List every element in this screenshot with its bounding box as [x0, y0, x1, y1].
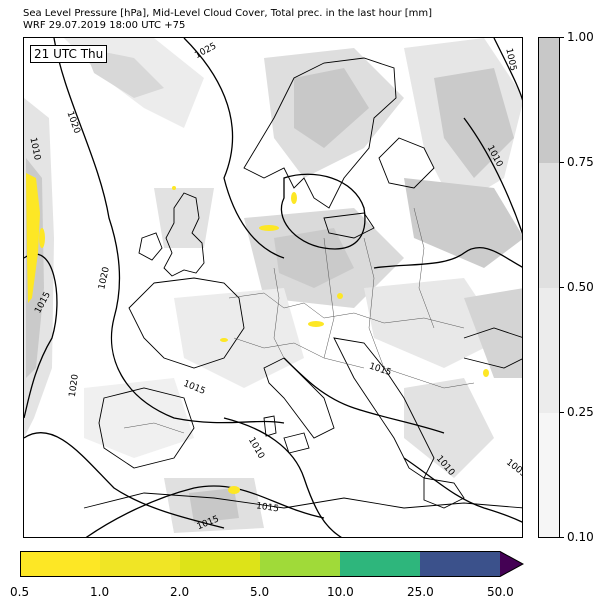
precip-segment	[260, 551, 340, 577]
precip-tick-label: 0.5	[10, 585, 30, 599]
precip-segment	[420, 551, 500, 577]
cloud-cover-segment	[539, 413, 559, 537]
isobar-label: 1005	[504, 458, 523, 480]
precip-segment	[20, 551, 100, 577]
isobar-label: 1020	[64, 110, 81, 135]
cloud-cover-tick	[560, 162, 564, 163]
precip-tick-label: 25.0	[407, 585, 434, 599]
cloud-cover-tick-label: 0.10	[567, 530, 594, 544]
map-canvas: 1025 1020 1010 1005 1010 1015 1020 1020 …	[24, 38, 523, 537]
cloud-cover-segment	[539, 38, 559, 163]
precip-tick-label: 2.0	[170, 585, 190, 599]
isobar-label: 1020	[68, 373, 81, 397]
precip-layer	[26, 173, 489, 494]
cloud-cover-segment	[539, 288, 559, 413]
precip-segment	[340, 551, 420, 577]
isobar-layer	[24, 38, 522, 537]
cloud-cover-tick-label: 0.75	[567, 155, 594, 169]
precip-segment	[180, 551, 260, 577]
border-layer	[123, 207, 475, 434]
cloud-cover-tick	[560, 287, 564, 288]
isobar-label: 1015	[182, 379, 207, 397]
weather-map: 1025 1020 1010 1005 1010 1015 1020 1020 …	[23, 37, 523, 538]
cloud-cover-tick-label: 0.50	[567, 280, 594, 294]
isobar-label: 1010	[246, 436, 266, 461]
precip-extend-arrow	[500, 551, 523, 577]
precip-tick-label: 1.0	[90, 585, 110, 599]
isobar-label: 1010	[27, 137, 42, 162]
precip-tick-label: 5.0	[250, 585, 270, 599]
cloud-cover-tick-label: 1.00	[567, 30, 594, 44]
precip-segment	[100, 551, 180, 577]
precip-colorbar	[20, 551, 524, 577]
map-subtitle: WRF 29.07.2019 18:00 UTC +75	[23, 20, 186, 31]
time-label: 21 UTC Thu	[30, 45, 108, 63]
cloud-cover-tick	[560, 412, 564, 413]
precip-tick-label: 10.0	[327, 585, 354, 599]
cloud-cover-segment	[539, 163, 559, 288]
isobar-label: 1015	[368, 362, 393, 379]
cloud-cover-tick	[560, 537, 564, 538]
cloud-cover-tick-label: 0.25	[567, 405, 594, 419]
cloud-cover-tick	[560, 37, 564, 38]
precip-tick-label: 50.0	[487, 585, 514, 599]
isobar-label: 1015	[255, 501, 279, 514]
cloud-cover-colorbar	[538, 37, 560, 538]
isobar-label: 1020	[97, 266, 112, 291]
isobar-label: 1025	[193, 41, 218, 61]
isobar-label: 1005	[503, 47, 518, 71]
map-title: Sea Level Pressure [hPa], Mid-Level Clou…	[23, 8, 433, 19]
